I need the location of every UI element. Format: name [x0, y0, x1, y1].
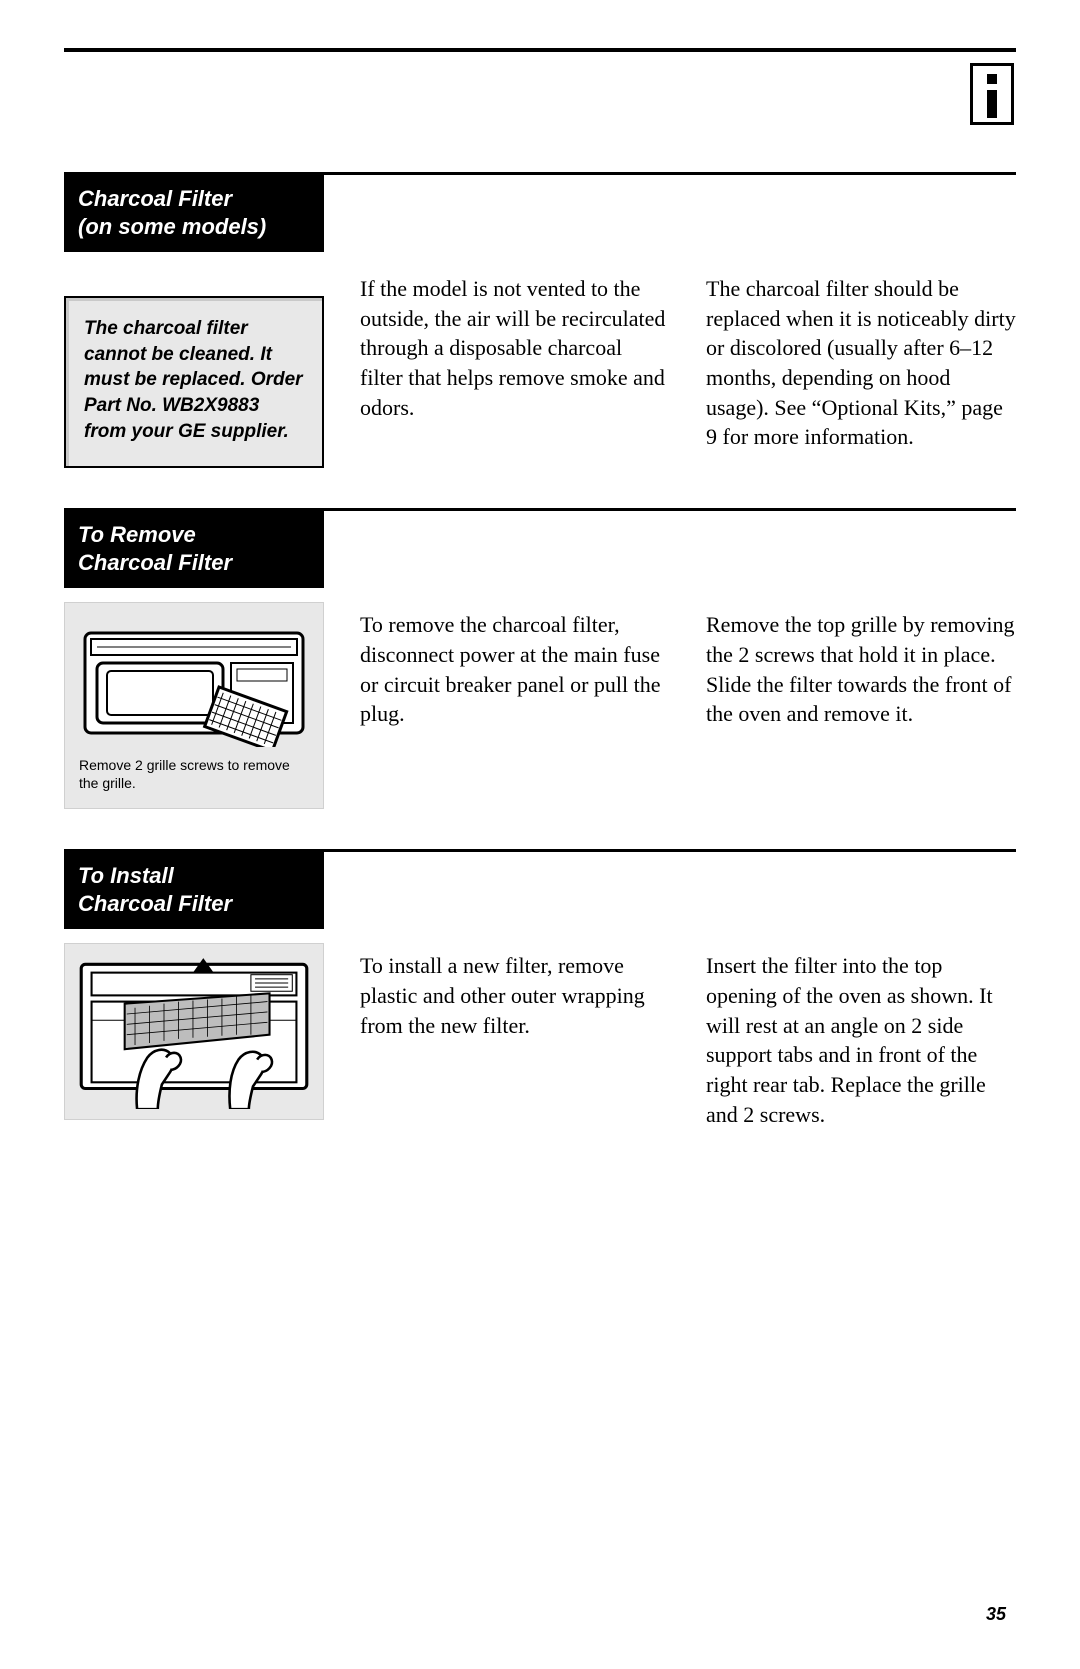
top-rule [64, 48, 1016, 52]
illustration-install-filter [75, 954, 313, 1109]
section-heading: Charcoal Filter (on some models) [64, 175, 324, 252]
heading-line1: Charcoal Filter [78, 185, 312, 213]
heading-line2: Charcoal Filter [78, 549, 312, 577]
body-col2: The charcoal filter should be replaced w… [706, 274, 1016, 468]
heading-line2: Charcoal Filter [78, 890, 312, 918]
section-charcoal-filter: Charcoal Filter (on some models) The cha… [64, 172, 1016, 468]
document-page: Charcoal Filter (on some models) The cha… [0, 0, 1080, 1669]
info-icon [970, 63, 1014, 125]
section-install-filter: To Install Charcoal Filter [64, 849, 1016, 1129]
figure-caption: Remove 2 grille screws to remove the gri… [79, 757, 309, 792]
body-col1: To install a new filter, remove plastic … [360, 951, 670, 1129]
page-number: 35 [986, 1604, 1006, 1625]
body-col1: To remove the charcoal filter, disconnec… [360, 610, 670, 809]
body-col2: Remove the top grille by removing the 2 … [706, 610, 1016, 809]
figure-install-filter [64, 943, 324, 1120]
figure-remove-grille: Remove 2 grille screws to remove the gri… [64, 602, 324, 809]
body-col1: If the model is not vented to the outsid… [360, 274, 670, 468]
section-heading: To Install Charcoal Filter [64, 852, 324, 929]
note-box: The charcoal filter cannot be cleaned. I… [64, 296, 324, 468]
heading-line1: To Install [78, 862, 312, 890]
section-remove-filter: To Remove Charcoal Filter [64, 508, 1016, 809]
body-col2: Insert the filter into the top opening o… [706, 951, 1016, 1129]
heading-line2: (on some models) [78, 213, 312, 241]
illustration-remove-grille [79, 617, 309, 747]
section-heading: To Remove Charcoal Filter [64, 511, 324, 588]
heading-line1: To Remove [78, 521, 312, 549]
